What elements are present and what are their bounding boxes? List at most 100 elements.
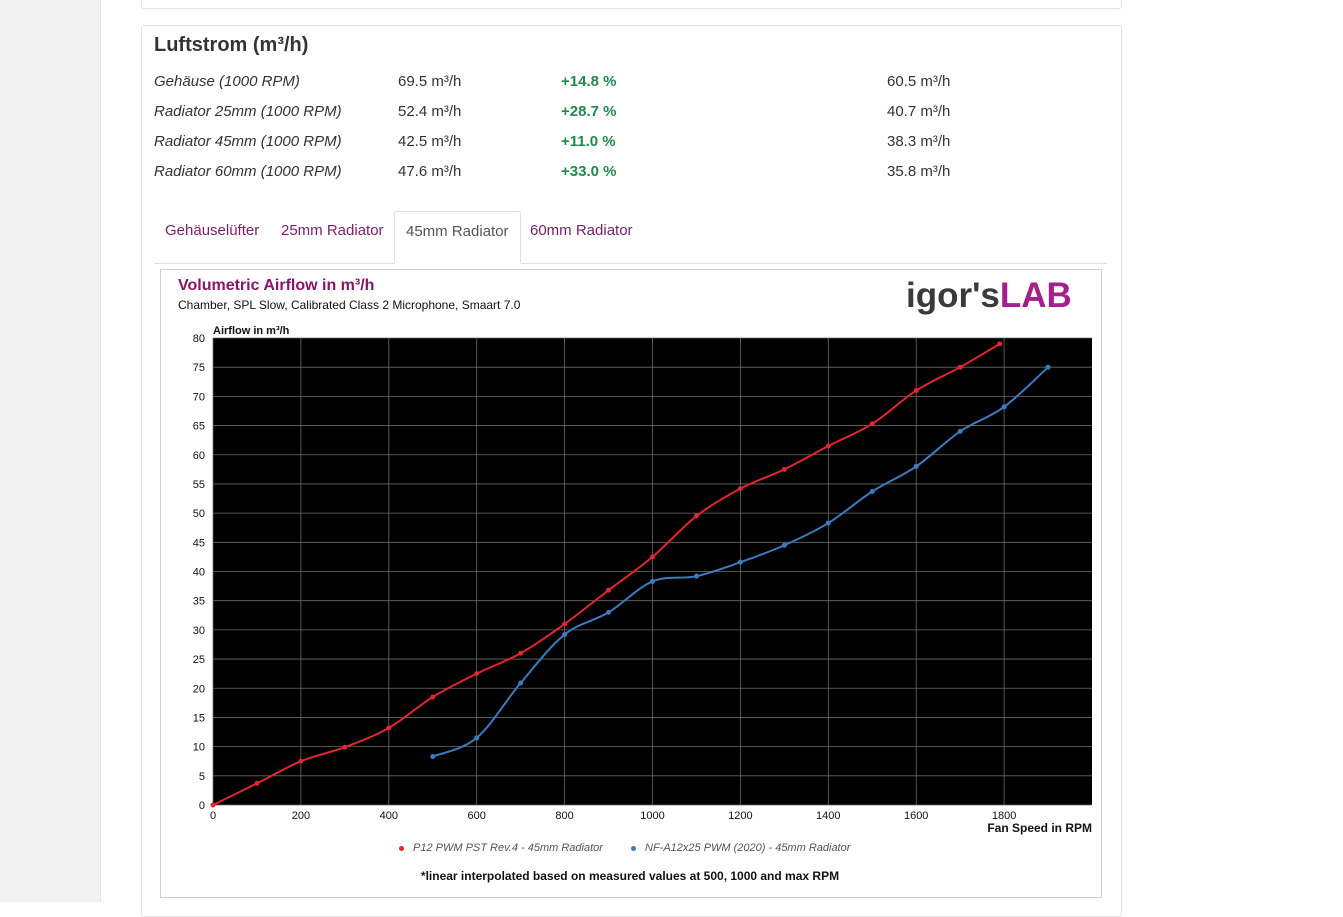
series-2-point: [562, 632, 568, 638]
y-tick-label: 50: [193, 508, 205, 520]
row-delta: +33.0 %: [561, 163, 617, 180]
y-tick-label: 55: [193, 479, 205, 491]
x-tick-label: 1400: [816, 810, 840, 822]
y-tick-label: 10: [193, 742, 205, 754]
series-1-point: [518, 650, 524, 656]
series-1-point: [298, 758, 304, 764]
row-delta: +14.8 %: [561, 73, 617, 90]
series-2-point: [781, 542, 787, 548]
series-2-point: [606, 609, 612, 615]
series-1-point: [957, 364, 963, 370]
y-tick-label: 35: [193, 596, 205, 608]
series-2-point: [1045, 364, 1051, 370]
row-value-1: 42.5 m³/h: [398, 133, 462, 150]
results-row: Radiator 45mm (1000 RPM) 42.5 m³/h +11.0…: [154, 133, 1054, 157]
series-1-point: [254, 780, 260, 786]
x-tick-label: 1200: [728, 810, 752, 822]
y-tick-label: 80: [193, 333, 205, 345]
legend-label-p12: P12 PWM PST Rev.4 - 45mm Radiator: [413, 842, 603, 854]
tab-45mm-radiator[interactable]: 45mm Radiator: [394, 211, 521, 264]
y-tick-label: 30: [193, 625, 205, 637]
series-2-point: [430, 754, 436, 760]
row-value-2: 60.5 m³/h: [887, 73, 951, 90]
series-1-point: [825, 443, 831, 449]
series-1-point: [430, 694, 436, 700]
row-value-1: 47.6 m³/h: [398, 163, 462, 180]
row-label: Radiator 45mm (1000 RPM): [154, 133, 342, 150]
page-left-gutter: [0, 0, 101, 902]
y-tick-label: 15: [193, 712, 205, 724]
x-tick-label: 1000: [640, 810, 664, 822]
results-row: Gehäuse (1000 RPM) 69.5 m³/h +14.8 % 60.…: [154, 73, 1054, 97]
row-value-2: 38.3 m³/h: [887, 133, 951, 150]
series-1-point: [997, 341, 1003, 347]
y-tick-label: 70: [193, 391, 205, 403]
logo-text-lab: LAB: [999, 276, 1072, 315]
row-delta: +11.0 %: [561, 133, 616, 150]
igorslab-logo: igor'sLAB: [906, 276, 1072, 316]
row-value-2: 35.8 m³/h: [887, 163, 951, 180]
y-tick-label: 75: [193, 362, 205, 374]
y-axis-title: Airflow in m³/h: [213, 325, 290, 337]
row-label: Radiator 25mm (1000 RPM): [154, 103, 342, 120]
chart-subtitle: Chamber, SPL Slow, Calibrated Class 2 Mi…: [178, 298, 521, 312]
row-value-1: 69.5 m³/h: [398, 73, 462, 90]
x-tick-label: 400: [380, 810, 398, 822]
series-2-point: [518, 680, 524, 686]
section-title: Luftstrom (m³/h): [154, 34, 309, 56]
y-tick-label: 0: [199, 800, 205, 812]
legend-item-nfa12: NF-A12x25 PWM (2020) - 45mm Radiator: [631, 842, 850, 854]
x-tick-label: 600: [468, 810, 486, 822]
series-1-point: [913, 388, 919, 394]
logo-text-igor: igor's: [906, 276, 1000, 315]
y-tick-label: 5: [199, 771, 205, 783]
series-2-point: [737, 559, 743, 565]
series-2-point: [957, 428, 963, 434]
results-row: Radiator 60mm (1000 RPM) 47.6 m³/h +33.0…: [154, 163, 1054, 187]
series-1-point: [342, 744, 348, 750]
row-value-2: 40.7 m³/h: [887, 103, 951, 120]
series-2-point: [474, 735, 480, 741]
series-2-point: [693, 573, 699, 579]
row-label: Gehäuse (1000 RPM): [154, 73, 300, 90]
series-1-point: [650, 554, 655, 560]
chart-title: Volumetric Airflow in m³/h: [178, 277, 375, 294]
series-2-point: [1001, 404, 1007, 410]
series-1-point: [474, 671, 480, 677]
tab-gehaeuseluefter[interactable]: Gehäuselüfter: [165, 222, 260, 239]
chart-tabs: Gehäuselüfter 25mm Radiator 45mm Radiato…: [154, 211, 1107, 264]
series-1-point: [781, 466, 787, 472]
series-1-point: [562, 621, 568, 627]
legend-item-p12: P12 PWM PST Rev.4 - 45mm Radiator: [399, 842, 603, 854]
row-delta: +28.7 %: [561, 103, 617, 120]
y-tick-label: 25: [193, 654, 205, 666]
series-1-point: [693, 513, 699, 519]
series-2-point: [825, 520, 831, 526]
legend-label-nfa12: NF-A12x25 PWM (2020) - 45mm Radiator: [645, 842, 851, 854]
previous-card-edge: [141, 0, 1122, 9]
results-row: Radiator 25mm (1000 RPM) 52.4 m³/h +28.7…: [154, 103, 1054, 127]
series-2-point: [913, 463, 919, 469]
y-tick-label: 60: [193, 450, 205, 462]
y-tick-label: 65: [193, 421, 205, 433]
legend-marker-nfa12: [631, 845, 636, 851]
series-1-point: [737, 486, 743, 492]
chart-footnote: *linear interpolated based on measured v…: [420, 869, 840, 883]
tab-60mm-radiator[interactable]: 60mm Radiator: [530, 222, 633, 239]
y-tick-label: 20: [193, 683, 205, 695]
x-axis-title: Fan Speed in RPM: [987, 821, 1092, 835]
series-2-point: [869, 489, 875, 495]
x-tick-label: 1600: [904, 810, 928, 822]
series-1-point: [869, 421, 875, 427]
tab-25mm-radiator[interactable]: 25mm Radiator: [281, 222, 384, 239]
x-tick-label: 800: [555, 810, 573, 822]
row-value-1: 52.4 m³/h: [398, 103, 462, 120]
x-tick-label: 200: [292, 810, 310, 822]
row-label: Radiator 60mm (1000 RPM): [154, 163, 342, 180]
y-tick-label: 40: [193, 567, 205, 579]
series-1-point: [210, 802, 216, 808]
x-tick-label: 0: [210, 810, 216, 822]
series-1-point: [386, 725, 392, 731]
legend-marker-p12: [399, 845, 404, 851]
